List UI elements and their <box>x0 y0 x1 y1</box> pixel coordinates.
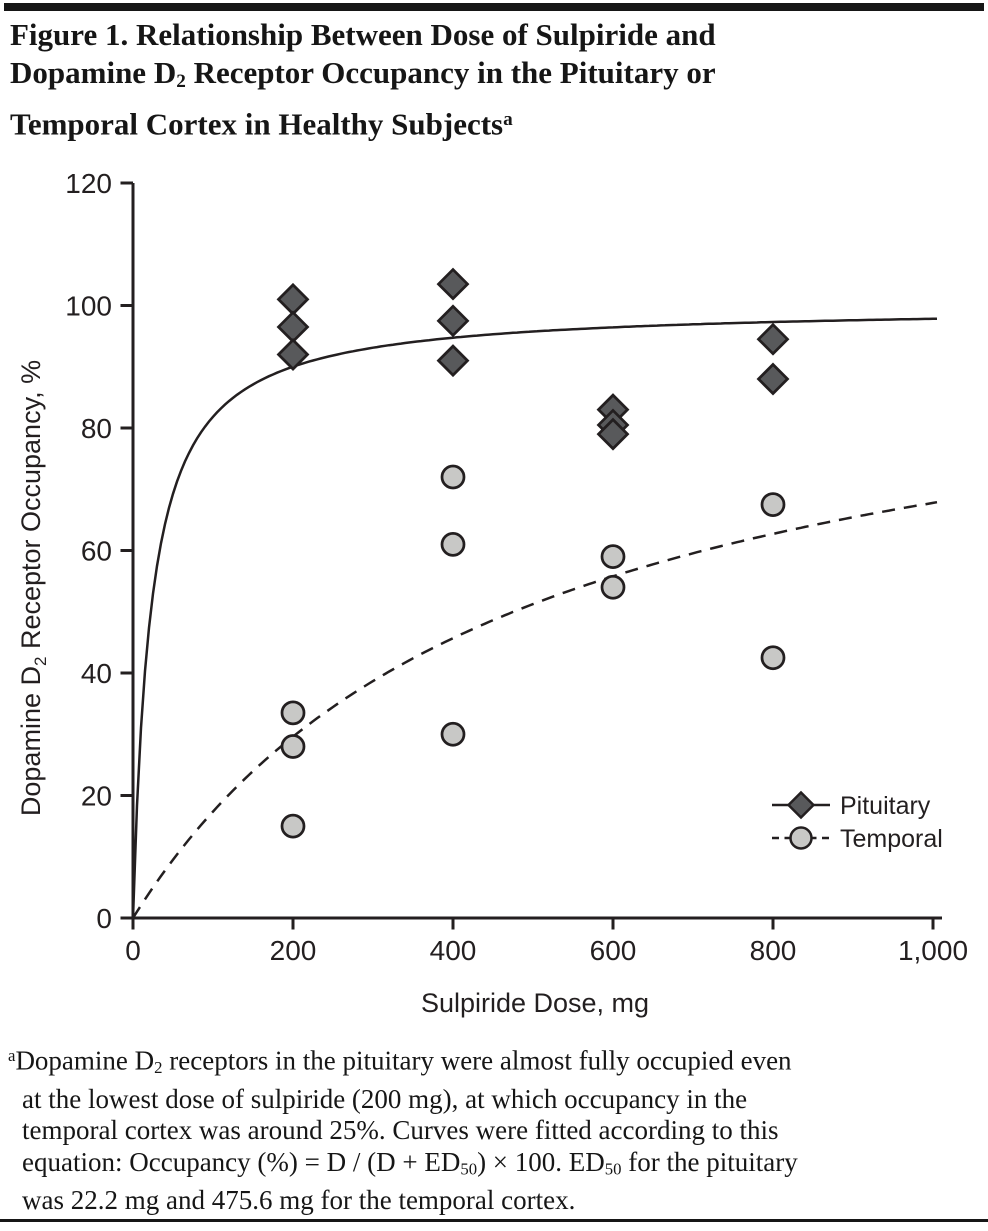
pituitary-point <box>756 362 790 396</box>
y-tick-label: 40 <box>81 658 112 689</box>
y-tick-label: 120 <box>65 168 112 199</box>
text-segment: Temporal Cortex in Healthy Subjects <box>10 106 504 142</box>
text-line: aDopamine D2 receptors in the pituitary … <box>8 1040 983 1084</box>
y-axis-title-sub: 2 <box>31 657 50 666</box>
text-segment: was 22.2 mg and 475.6 mg for the tempora… <box>22 1184 576 1215</box>
occupancy-chart: 0 200 400 600 800 1,000 0 20 40 60 80 100 120 Sulpi… <box>16 168 968 1018</box>
legend-temporal-circle-icon <box>789 826 813 850</box>
pituitary-fit-curve <box>131 317 938 919</box>
x-tick-label: 200 <box>270 935 317 966</box>
pituitary-point <box>596 417 630 451</box>
legend: Pituitary Temporal <box>772 790 943 853</box>
temporal-point <box>440 721 466 747</box>
text-line: was 22.2 mg and 475.6 mg for the tempora… <box>8 1185 983 1217</box>
y-tick-label: 80 <box>81 413 112 444</box>
text-segment: Figure 1. Relationship Between Dose of S… <box>10 17 716 52</box>
y-tick-label: 20 <box>81 781 112 812</box>
text-segment: a <box>8 1046 16 1065</box>
legend-pituitary-label: Pituitary <box>840 792 931 820</box>
temporal-point <box>280 734 306 759</box>
y-axis-title-main: Dopamine D <box>16 666 46 816</box>
text-segment: ) × 100. ED <box>477 1146 605 1177</box>
text-segment: for the pituitary <box>621 1146 798 1177</box>
text-line: temporal cortex was around 25%. Curves w… <box>8 1115 983 1147</box>
text-segment: 2 <box>154 1058 163 1078</box>
temporal-point <box>440 532 466 557</box>
text-line: at the lowest dose of sulpiride (200 mg)… <box>8 1084 983 1116</box>
pituitary-point <box>436 267 470 301</box>
text-segment: temporal cortex was around 25%. Curves w… <box>22 1115 779 1146</box>
text-segment: equation: Occupancy (%) = D / (D + ED <box>22 1146 461 1177</box>
text-segment: a <box>503 109 513 131</box>
pituitary-point <box>276 338 310 371</box>
text-segment: at the lowest dose of sulpiride (200 mg)… <box>22 1083 748 1114</box>
x-tick-label: 800 <box>750 935 797 966</box>
temporal-point <box>600 544 626 569</box>
text-line: equation: Occupancy (%) = D / (D + ED50)… <box>8 1147 983 1185</box>
pituitary-point <box>276 310 310 344</box>
temporal-point <box>440 464 466 490</box>
y-axis-ticks: 0 20 40 60 80 100 120 <box>65 168 133 934</box>
legend-pituitary-diamond-icon <box>786 790 816 820</box>
text-segment: Receptor Occupancy in the Pituitary or <box>185 55 716 90</box>
text-line: Figure 1. Relationship Between Dose of S… <box>10 16 970 54</box>
pituitary-point <box>276 282 310 316</box>
pituitary-point <box>436 304 470 338</box>
y-tick-label: 100 <box>65 291 112 322</box>
temporal-point <box>280 813 306 839</box>
text-segment: Dopamine D <box>15 1045 155 1076</box>
x-axis-ticks: 0 200 400 600 800 1,000 <box>125 918 968 966</box>
temporal-point <box>760 492 786 517</box>
y-axis-title-rest: Receptor Occupancy, % <box>16 360 46 657</box>
top-rule <box>4 3 984 11</box>
chart-area: 0 200 400 600 800 1,000 0 20 40 60 80 100 120 Sulpi… <box>0 158 988 1038</box>
temporal-point <box>280 700 306 726</box>
temporal-point <box>760 645 786 671</box>
x-tick-label: 600 <box>590 935 637 966</box>
pituitary-point <box>436 344 470 378</box>
fit-curves <box>131 317 938 919</box>
text-segment: 50 <box>460 1159 478 1179</box>
text-segment: Dopamine D <box>10 55 177 90</box>
data-points <box>276 267 790 839</box>
text-segment: receptors in the pituitary were almost f… <box>162 1045 792 1076</box>
figure-footnote: aDopamine D2 receptors in the pituitary … <box>8 1040 983 1216</box>
text-line: Temporal Cortex in Healthy Subjectsa <box>10 101 970 144</box>
y-axis-title: Dopamine D2 Receptor Occupancy, % <box>16 360 50 816</box>
text-segment: 2 <box>176 71 186 93</box>
legend-temporal-label: Temporal <box>840 825 943 853</box>
x-tick-label: 400 <box>430 935 477 966</box>
figure-title: Figure 1. Relationship Between Dose of S… <box>10 16 970 144</box>
pituitary-point <box>756 322 790 356</box>
y-tick-label: 60 <box>81 536 112 567</box>
temporal-fit-curve <box>131 500 938 919</box>
bottom-rule <box>0 1219 988 1222</box>
x-axis-title: Sulpiride Dose, mg <box>421 988 649 1018</box>
x-tick-label: 1,000 <box>898 935 968 966</box>
text-line: Dopamine D2 Receptor Occupancy in the Pi… <box>10 54 970 101</box>
y-tick-label: 0 <box>96 903 112 934</box>
x-tick-label: 0 <box>125 935 141 966</box>
temporal-point <box>600 574 626 600</box>
text-segment: 50 <box>604 1159 622 1179</box>
